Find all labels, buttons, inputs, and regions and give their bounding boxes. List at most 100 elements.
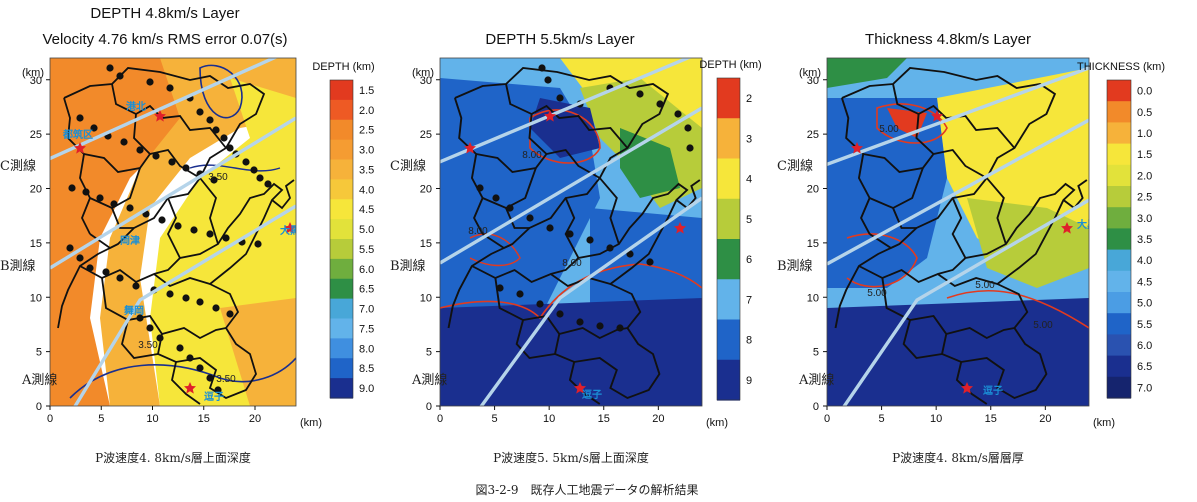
y-tick-label: 20 xyxy=(30,184,42,196)
y-tick-label: 20 xyxy=(807,184,819,196)
survey-line-label: A測線 xyxy=(411,372,447,388)
measurement-point xyxy=(656,100,664,108)
colorbar-2: DEPTH (km) 2 3 4 5 6 7 8 9 xyxy=(699,59,762,401)
y-tick-label: 0 xyxy=(36,401,42,413)
contour-label: 8.00 xyxy=(468,226,488,237)
station-star-icon xyxy=(961,382,973,394)
colorbar-label: 0.0 xyxy=(1137,86,1152,98)
figure-caption: 図3-2-9 既存人工地震データの解析結果 xyxy=(475,482,698,497)
measurement-point xyxy=(556,310,564,318)
measurement-point xyxy=(196,298,204,306)
measurement-point xyxy=(516,290,524,298)
colorbar-swatch xyxy=(717,239,740,280)
contour-label: 5.00 xyxy=(1033,320,1053,331)
measurement-point xyxy=(222,234,230,242)
survey-line-label: A測線 xyxy=(798,372,834,388)
survey-line xyxy=(50,58,278,161)
y-tick-label: 5 xyxy=(813,347,819,359)
x-axis-unit: (km) xyxy=(1093,417,1115,429)
map-panel-2: 逗子 8.00 8.00 8.00 0 5 10 15 20 30 25 20 15 10 5 0 (km) (k… xyxy=(390,57,728,429)
y-axis-unit: (km) xyxy=(799,67,821,79)
station-star-icon xyxy=(851,142,863,154)
place-label: 逗子 xyxy=(204,390,224,403)
measurement-point xyxy=(166,84,174,92)
survey-line-label: C測線 xyxy=(390,158,426,174)
station-star-icon xyxy=(931,110,943,122)
x-tick-label: 15 xyxy=(198,413,210,425)
measurement-point xyxy=(168,158,176,166)
contour-label: 5.00 xyxy=(879,124,899,135)
measurement-point xyxy=(182,294,190,302)
colorbar-swatch xyxy=(330,318,353,339)
place-label: 逗子 xyxy=(582,388,602,401)
measurement-point xyxy=(684,124,692,132)
measurement-point xyxy=(136,314,144,322)
colorbar-label: 8.5 xyxy=(359,363,374,375)
station-star-icon xyxy=(284,222,296,234)
colorbar-label: 7.5 xyxy=(359,323,374,335)
colorbar-swatch xyxy=(1107,164,1131,187)
colorbar-swatch xyxy=(717,279,740,321)
measurement-point xyxy=(256,174,264,182)
contour-line xyxy=(946,289,1089,329)
colorbar-swatch xyxy=(717,118,740,160)
colorbar-swatch xyxy=(330,338,353,359)
colorbar-label: 8 xyxy=(746,335,752,347)
measurement-point xyxy=(674,110,682,118)
station-star-icon xyxy=(464,142,476,154)
survey-line-label: C測線 xyxy=(777,158,813,174)
survey-line-label: B測線 xyxy=(777,258,813,274)
colorbar-label: 3.0 xyxy=(359,145,374,157)
colorbar-label: 5.5 xyxy=(359,244,374,256)
measurement-point xyxy=(116,72,124,80)
y-axis-unit: (km) xyxy=(412,67,434,79)
colorbar-label: 4.0 xyxy=(359,184,374,196)
measurement-point xyxy=(66,244,74,252)
y-tick-label: 25 xyxy=(420,129,432,141)
contour-label: 5.00 xyxy=(975,280,995,291)
measurement-point xyxy=(616,324,624,332)
colorbar-label: 8.0 xyxy=(359,343,374,355)
measurement-point xyxy=(546,224,554,232)
colorbar-label: 4.5 xyxy=(1137,276,1152,288)
colorbar-swatch xyxy=(1107,101,1131,123)
colorbar-1: DEPTH (km) 1.5 2.0 2.5 3.0 3.5 4.0 4.5 5.0 5.5 6.0… xyxy=(312,61,375,399)
measurement-point xyxy=(96,194,104,202)
colorbar-swatch xyxy=(330,159,353,180)
x-tick-label: 5 xyxy=(492,413,498,425)
measurement-point xyxy=(158,216,166,224)
colorbar-swatch xyxy=(330,258,353,280)
color-zone xyxy=(827,298,1089,406)
y-tick-label: 30 xyxy=(420,75,432,87)
measurement-point xyxy=(182,164,190,172)
y-tick-label: 25 xyxy=(30,129,42,141)
color-zone xyxy=(220,298,296,406)
measurement-point xyxy=(76,114,84,122)
colorbar-label: 2.5 xyxy=(1137,192,1152,204)
measurement-point xyxy=(152,152,160,160)
colorbar-swatch xyxy=(717,158,740,200)
contour-line xyxy=(876,103,948,144)
measurement-point xyxy=(116,274,124,282)
x-tick-label: 10 xyxy=(543,413,555,425)
station-star-icon xyxy=(674,222,686,234)
measurement-point xyxy=(176,344,184,352)
measurement-point xyxy=(242,158,250,166)
colorbar-swatch xyxy=(330,199,353,220)
color-zone xyxy=(530,98,600,158)
measurement-point xyxy=(212,304,220,312)
measurement-point xyxy=(174,222,182,230)
contour-line xyxy=(440,263,702,320)
color-zone xyxy=(440,298,702,406)
measurement-point xyxy=(254,240,262,248)
colorbar-label: 0.5 xyxy=(1137,107,1152,119)
colorbar-swatch xyxy=(717,359,740,401)
y-tick-label: 25 xyxy=(807,129,819,141)
colorbar-swatch xyxy=(1107,313,1131,335)
colorbar-label: 1.5 xyxy=(1137,149,1152,161)
measurement-point xyxy=(646,258,654,266)
measurement-point xyxy=(526,214,534,222)
